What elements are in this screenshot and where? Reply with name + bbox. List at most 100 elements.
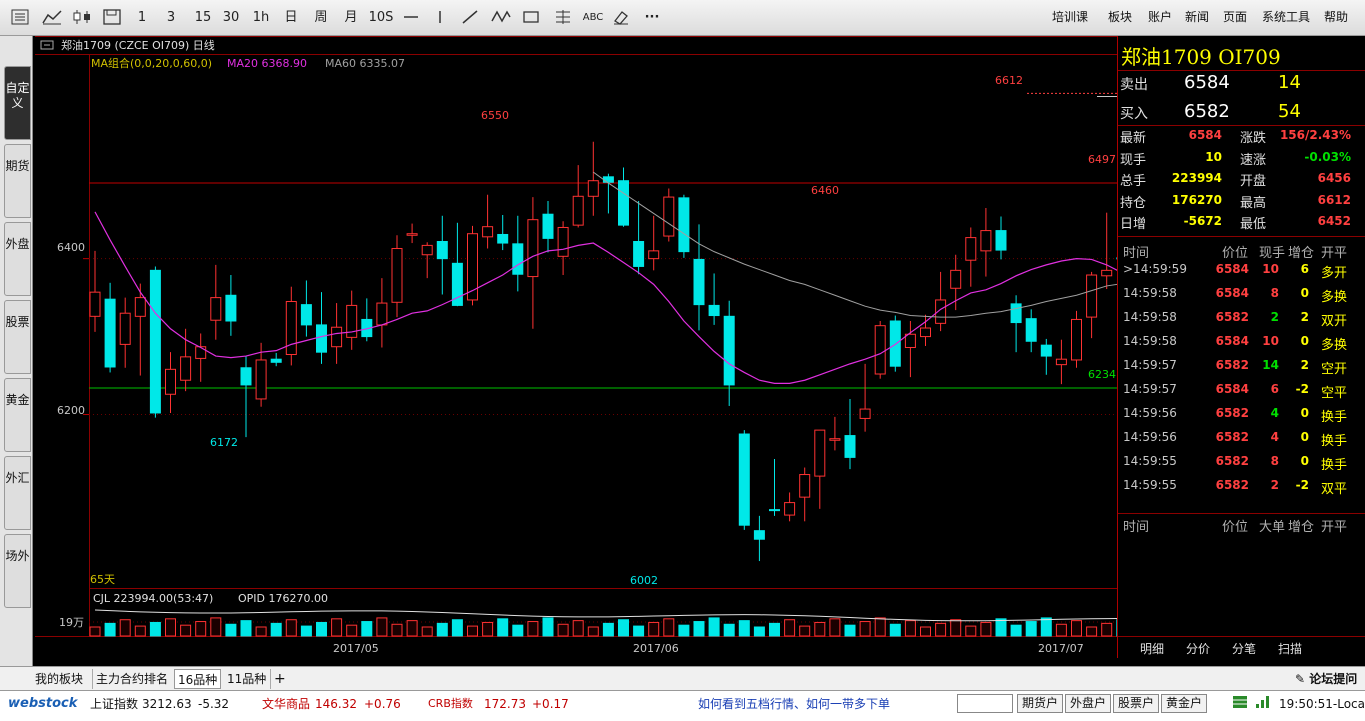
menu-grid-icon[interactable] (8, 9, 32, 27)
candle-body (210, 297, 222, 321)
candle-body (980, 230, 992, 252)
candle-body (723, 315, 735, 386)
side-tab-futures[interactable]: 期货 (4, 144, 31, 218)
stock-account-button[interactable]: 股票户 (1113, 694, 1159, 713)
hline-6497-label: 6497 (1088, 153, 1116, 166)
menu-news[interactable]: 新闻 (1185, 10, 1210, 24)
eraser-icon[interactable] (610, 9, 632, 27)
volume-bar (935, 622, 947, 637)
candlestick-icon[interactable] (70, 9, 96, 27)
period-30[interactable]: 30 (222, 10, 240, 25)
menu-page[interactable]: 页面 (1223, 10, 1248, 24)
hline-icon[interactable] (402, 9, 420, 27)
buy-volume: 54 (1278, 101, 1301, 122)
help-link[interactable]: 如何看到五档行情、如何一带多下单 (698, 697, 891, 711)
tick-price: 6584 (1215, 334, 1249, 348)
add-tab-button[interactable]: + (270, 669, 289, 689)
stat-label: 速涨 (1240, 152, 1267, 168)
volume-bar (648, 621, 660, 637)
candle-body (391, 248, 403, 303)
wave-icon[interactable] (490, 9, 512, 27)
period-week[interactable]: 周 (314, 10, 328, 25)
side-tab-otc[interactable]: 场外 (4, 534, 31, 608)
candle-body (285, 301, 297, 356)
side-tab-forex[interactable]: 外汇 (4, 456, 31, 530)
stat-label: 总手 (1120, 174, 1147, 189)
menu-system-tools[interactable]: 系统工具 (1262, 10, 1311, 24)
tab-11-varieties[interactable]: 11品种 (227, 672, 267, 686)
kline-chart[interactable]: 郑油1709 (CZCE OI709) 日线 MA组合(0,0,20,0,60,… (35, 36, 1274, 658)
forum-icon: ✎ (1295, 672, 1310, 686)
stat-value: 6612 (1317, 192, 1351, 207)
webstock-logo: webstock (8, 696, 78, 711)
period-10s[interactable]: 10S (368, 10, 394, 25)
volume-tick: 19万 (59, 616, 84, 629)
forum-button-label: 论坛提问 (1309, 672, 1358, 686)
gold-account-button[interactable]: 黄金户 (1161, 694, 1207, 713)
vline-icon[interactable] (432, 9, 448, 27)
candle-body (1010, 303, 1022, 324)
status-input[interactable] (957, 694, 1013, 713)
grid-status-icon (1232, 695, 1248, 713)
tick-price: 6582 (1215, 358, 1249, 372)
tab-scan[interactable]: 扫描 (1278, 642, 1303, 656)
forum-button[interactable]: ✎ 论坛提问 (1292, 669, 1360, 689)
tab-main-contract-rank[interactable]: 主力合约排名 (92, 669, 171, 689)
tab-my-sectors[interactable]: 我的板块 (35, 672, 84, 686)
period-3[interactable]: 3 (166, 10, 176, 25)
side-tab-stocks[interactable]: 股票 (4, 300, 31, 374)
kline-chart-panel[interactable]: 郑油1709 (CZCE OI709) 日线 MA组合(0,0,20,0,60,… (35, 36, 1274, 658)
side-tab-custom[interactable]: 自定义 (4, 66, 31, 140)
candle-body (1055, 358, 1067, 366)
fib-icon[interactable] (552, 9, 574, 27)
side-tab-gold[interactable]: 黄金 (4, 378, 31, 452)
period-month[interactable]: 月 (344, 10, 358, 25)
side-tab-foreign[interactable]: 外盘 (4, 222, 31, 296)
candle-body (104, 298, 116, 368)
period-1h[interactable]: 1h (252, 10, 270, 25)
candle-body (346, 304, 358, 338)
x-label-may: 2017/05 (333, 642, 379, 655)
status-bar: webstock 上证指数 3212.63 -5.32 文华商品 146.32 … (0, 690, 1365, 721)
volume-bar (663, 618, 675, 637)
more-tools-button[interactable]: ··· (644, 10, 660, 25)
tick-oi-change: 2 (1300, 358, 1309, 372)
idx3-name: CRB指数 (428, 697, 473, 710)
menu-account[interactable]: 账户 (1148, 10, 1173, 24)
rect-icon[interactable] (520, 9, 542, 27)
ma20-line (94, 211, 1259, 384)
save-icon[interactable] (100, 9, 124, 27)
tab-ticks[interactable]: 分笔 (1232, 642, 1257, 656)
period-day[interactable]: 日 (284, 10, 298, 25)
line-chart-icon[interactable] (40, 9, 64, 27)
menu-sector[interactable]: 板块 (1108, 10, 1133, 24)
menu-help[interactable]: 帮助 (1324, 10, 1349, 24)
candle-body (693, 258, 705, 306)
volume-bar (995, 618, 1007, 637)
tick-time: 14:59:56 (1123, 406, 1177, 420)
abc-text-tool[interactable]: ABC (582, 12, 604, 23)
tick-time: 14:59:58 (1123, 310, 1177, 324)
volume-bar (1025, 621, 1037, 637)
volume-bar (104, 622, 116, 637)
volume-bar (844, 624, 856, 637)
candle-body (1101, 269, 1113, 277)
candle-body (648, 250, 660, 260)
tick-type: 换手 (1321, 434, 1348, 449)
candle-body (799, 474, 811, 498)
period-15[interactable]: 15 (194, 10, 212, 25)
candle-body (180, 356, 192, 381)
tab-price-dist[interactable]: 分价 (1186, 642, 1211, 656)
period-1[interactable]: 1 (137, 10, 147, 25)
tick-time: 14:59:58 (1123, 334, 1177, 348)
menu-training[interactable]: 培训课 (1052, 10, 1089, 24)
trendline-icon[interactable] (460, 9, 480, 27)
futures-account-button[interactable]: 期货户 (1017, 694, 1063, 713)
candle-body (602, 176, 614, 183)
volume-bar (980, 621, 992, 637)
tab-detail[interactable]: 明细 (1140, 642, 1165, 656)
tick-col-type: 开平 (1321, 246, 1348, 261)
volume-bar (527, 621, 539, 637)
tab-16-varieties[interactable]: 16品种 (174, 669, 222, 689)
foreign-account-button[interactable]: 外盘户 (1065, 694, 1111, 713)
